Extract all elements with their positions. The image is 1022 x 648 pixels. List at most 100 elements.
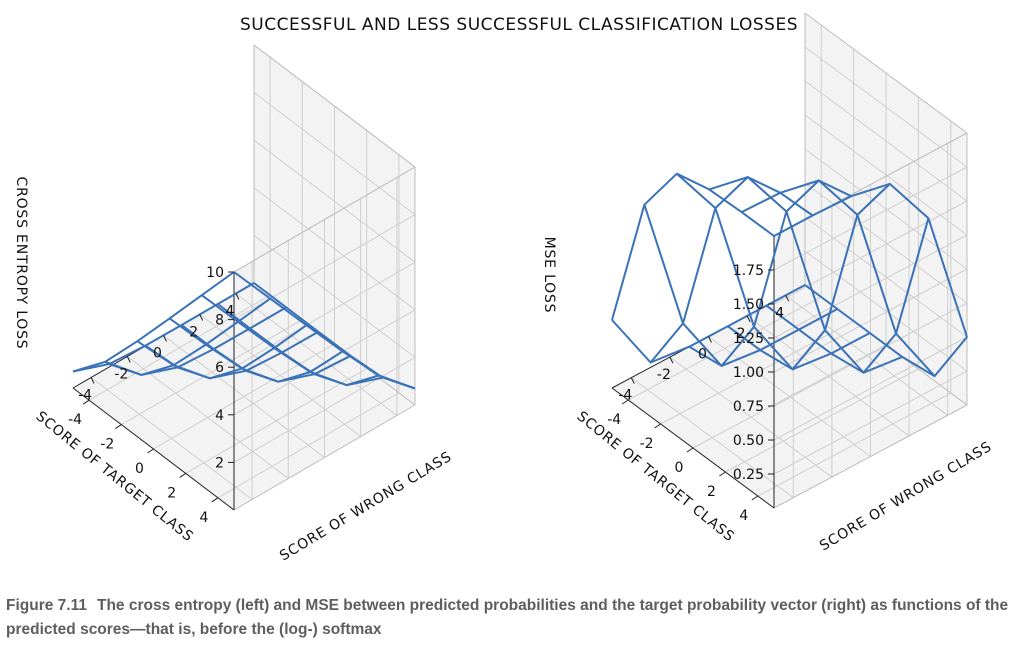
y-tick-mark — [179, 472, 186, 478]
y-tick-mark — [751, 495, 759, 501]
surface-line-row — [72, 282, 255, 373]
back-gridline — [253, 92, 416, 215]
z-tick-label: 1.25 — [733, 331, 764, 347]
back-gridline — [773, 302, 968, 407]
surface-line-row — [611, 284, 806, 364]
z-tick-label: 6 — [215, 360, 224, 376]
y-tick-mark — [82, 399, 90, 405]
z-tick-label: 10 — [206, 265, 224, 281]
surface-line-col — [649, 176, 814, 364]
mse-plot: -4 -2 0 2 4 -4 -2 0 2 4 0.25 0.50 0.75 1.00 1.25 1.50 1.… — [541, 12, 995, 554]
x-tick-mark — [785, 295, 790, 302]
x-tick-mark — [163, 335, 167, 342]
back-gridline — [773, 336, 968, 441]
floor-gridline — [185, 367, 367, 474]
back-gridline — [253, 139, 416, 263]
x-tick-label: 2 — [737, 326, 746, 342]
figure-title: SUCCESSFUL AND LESS SUCCESSFUL CLASSIFIC… — [240, 15, 798, 35]
x-tick-mark — [630, 377, 635, 384]
floor-gridline — [725, 368, 919, 473]
x-tick-label: 2 — [189, 325, 198, 341]
y-tick-mark — [147, 448, 154, 454]
back-gridline — [773, 166, 968, 271]
y-tick-mark — [621, 399, 629, 405]
floor-gridline — [217, 392, 400, 499]
back-gridline — [773, 370, 968, 475]
surface-line-col — [804, 284, 968, 378]
back-gridline — [253, 187, 416, 311]
y-tick-label: 0 — [135, 461, 144, 477]
z-tick-label: 0.75 — [733, 399, 764, 415]
z-tick-label: 2 — [215, 455, 224, 471]
surface-line-col — [217, 303, 380, 387]
y-tick-label: 2 — [167, 485, 176, 501]
surface-line-row — [676, 172, 871, 371]
figure-number: Figure 7.11 — [6, 597, 87, 614]
pane-edge — [233, 404, 416, 511]
caption-text: The cross entropy (left) and MSE between… — [6, 597, 1009, 638]
x-tick-label: -2 — [114, 367, 128, 383]
z-axis-label: MSE LOSS — [541, 237, 557, 314]
pane-edge — [804, 12, 968, 134]
surface-line-col — [181, 324, 344, 383]
surface-line-row — [643, 204, 838, 367]
z-tick-label: 4 — [215, 408, 224, 424]
surface-line-row — [741, 179, 936, 377]
y-tick-label: 2 — [707, 484, 716, 500]
surface-line-row — [708, 176, 903, 374]
back-gridline — [253, 235, 416, 358]
pane-edge — [773, 404, 968, 509]
x-tick-mark — [746, 315, 751, 323]
z-tick-label: 1.50 — [733, 297, 764, 313]
floor-gridline — [627, 296, 822, 401]
y-tick-mark — [211, 497, 219, 503]
x-tick-mark — [90, 377, 95, 384]
pane-edge — [233, 166, 416, 273]
z-tick-label: 8 — [215, 313, 224, 329]
z-tick-label: 1.00 — [733, 365, 764, 381]
floor-gridline — [757, 392, 952, 497]
x-tick-label: 0 — [153, 346, 162, 362]
x-tick-label: 4 — [775, 305, 784, 321]
y-tick-label: -2 — [100, 437, 114, 453]
surface-line-col — [727, 183, 891, 371]
x-tick-mark — [126, 356, 131, 363]
x-tick-label: 0 — [698, 347, 707, 363]
x-tick-label: -4 — [78, 388, 92, 404]
surface-line-col — [611, 172, 775, 321]
surface-line-col — [72, 271, 235, 373]
y-tick-label: 4 — [199, 510, 208, 526]
y-tick-mark — [719, 471, 726, 477]
x-tick-mark — [669, 356, 674, 364]
back-gridline — [773, 268, 968, 373]
z-tick-label: 1.75 — [733, 263, 764, 279]
y-tick-label: 4 — [739, 508, 748, 524]
z-axis-label: CROSS ENTROPY LOSS — [13, 177, 29, 350]
z-tick-label: 0.50 — [733, 433, 764, 449]
back-gridline — [233, 261, 416, 368]
back-gridline — [233, 356, 416, 463]
pane-edge — [253, 44, 416, 168]
back-gridline — [773, 234, 968, 339]
x-tick-mark — [235, 293, 240, 300]
surface-line-col — [144, 324, 307, 380]
x-tick-label: -2 — [657, 367, 671, 383]
floor-gridline — [153, 343, 335, 450]
y-tick-label: -4 — [607, 412, 621, 428]
surface-line-row — [773, 182, 968, 338]
surface-line-col — [253, 282, 416, 390]
x-tick-mark — [199, 314, 204, 321]
x-tick-mark — [708, 336, 712, 343]
surface-line-col — [765, 218, 930, 374]
surface-line-col — [688, 179, 852, 367]
floor-gridline — [88, 294, 271, 401]
y-tick-mark — [115, 424, 122, 430]
figure: SUCCESSFUL AND LESS SUCCESSFUL CLASSIFIC… — [13, 12, 995, 564]
z-tick-label: 0.25 — [733, 467, 764, 483]
y-tick-label: 0 — [675, 460, 684, 476]
y-tick-label: -2 — [640, 436, 654, 452]
floor-gridline — [660, 320, 854, 425]
figure-caption: Figure 7.11 The cross entropy (left) and … — [6, 594, 1016, 642]
y-tick-label: -4 — [68, 412, 82, 428]
